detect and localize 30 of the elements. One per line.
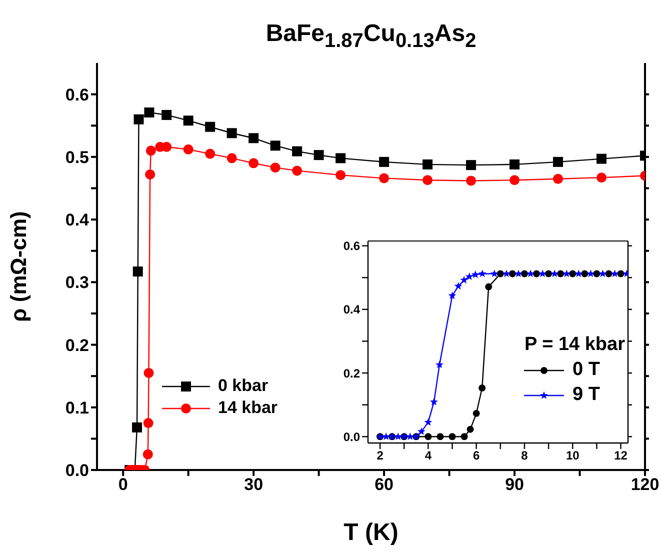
legend-title: P = 14 kbar	[524, 333, 625, 358]
y-tick-label: 0.4	[343, 302, 360, 317]
legend-label: 14 kbar	[218, 397, 278, 420]
y-tick-label: 0.2	[343, 366, 360, 380]
x-tick-label: 6	[472, 448, 480, 463]
y-tick-label: 0.6	[65, 85, 89, 104]
y-tick-label: 0.3	[65, 273, 89, 292]
x-tick-label: 4	[424, 448, 432, 463]
y-tick-label: 0.0	[65, 461, 89, 480]
x-tick-label: 8	[521, 448, 528, 463]
y-tick-label: 0.2	[65, 336, 89, 355]
y-tick-label: 0.5	[65, 148, 89, 167]
x-tick-label: 10	[566, 448, 580, 463]
x-tick-label: 2	[376, 448, 384, 463]
x-tick-label: 90	[505, 475, 524, 494]
x-tick-label: 120	[630, 475, 660, 494]
legend-label: 0 kbar	[218, 375, 268, 397]
x-tick-label: 12	[614, 448, 628, 463]
y-tick-label: 0.4	[65, 210, 90, 230]
x-tick-label: 30	[244, 475, 264, 494]
x-axis-title: T (K)	[344, 519, 398, 546]
legend-label: 0 T	[572, 358, 600, 382]
legend-label: 9 T	[572, 382, 600, 407]
x-tick-label: 0	[118, 475, 128, 494]
x-tick-label: 60	[374, 475, 394, 494]
y-tick-label: 0.6	[343, 239, 360, 254]
y-tick-label: 0.0	[343, 430, 360, 444]
y-tick-label: 0.1	[65, 398, 89, 418]
y-axis-title: ρ (mΩ-cm)	[6, 211, 31, 322]
chart-title: BaFe$_{1.87}$Cu$_{0.13}$As$_{2}$	[264, 20, 478, 53]
